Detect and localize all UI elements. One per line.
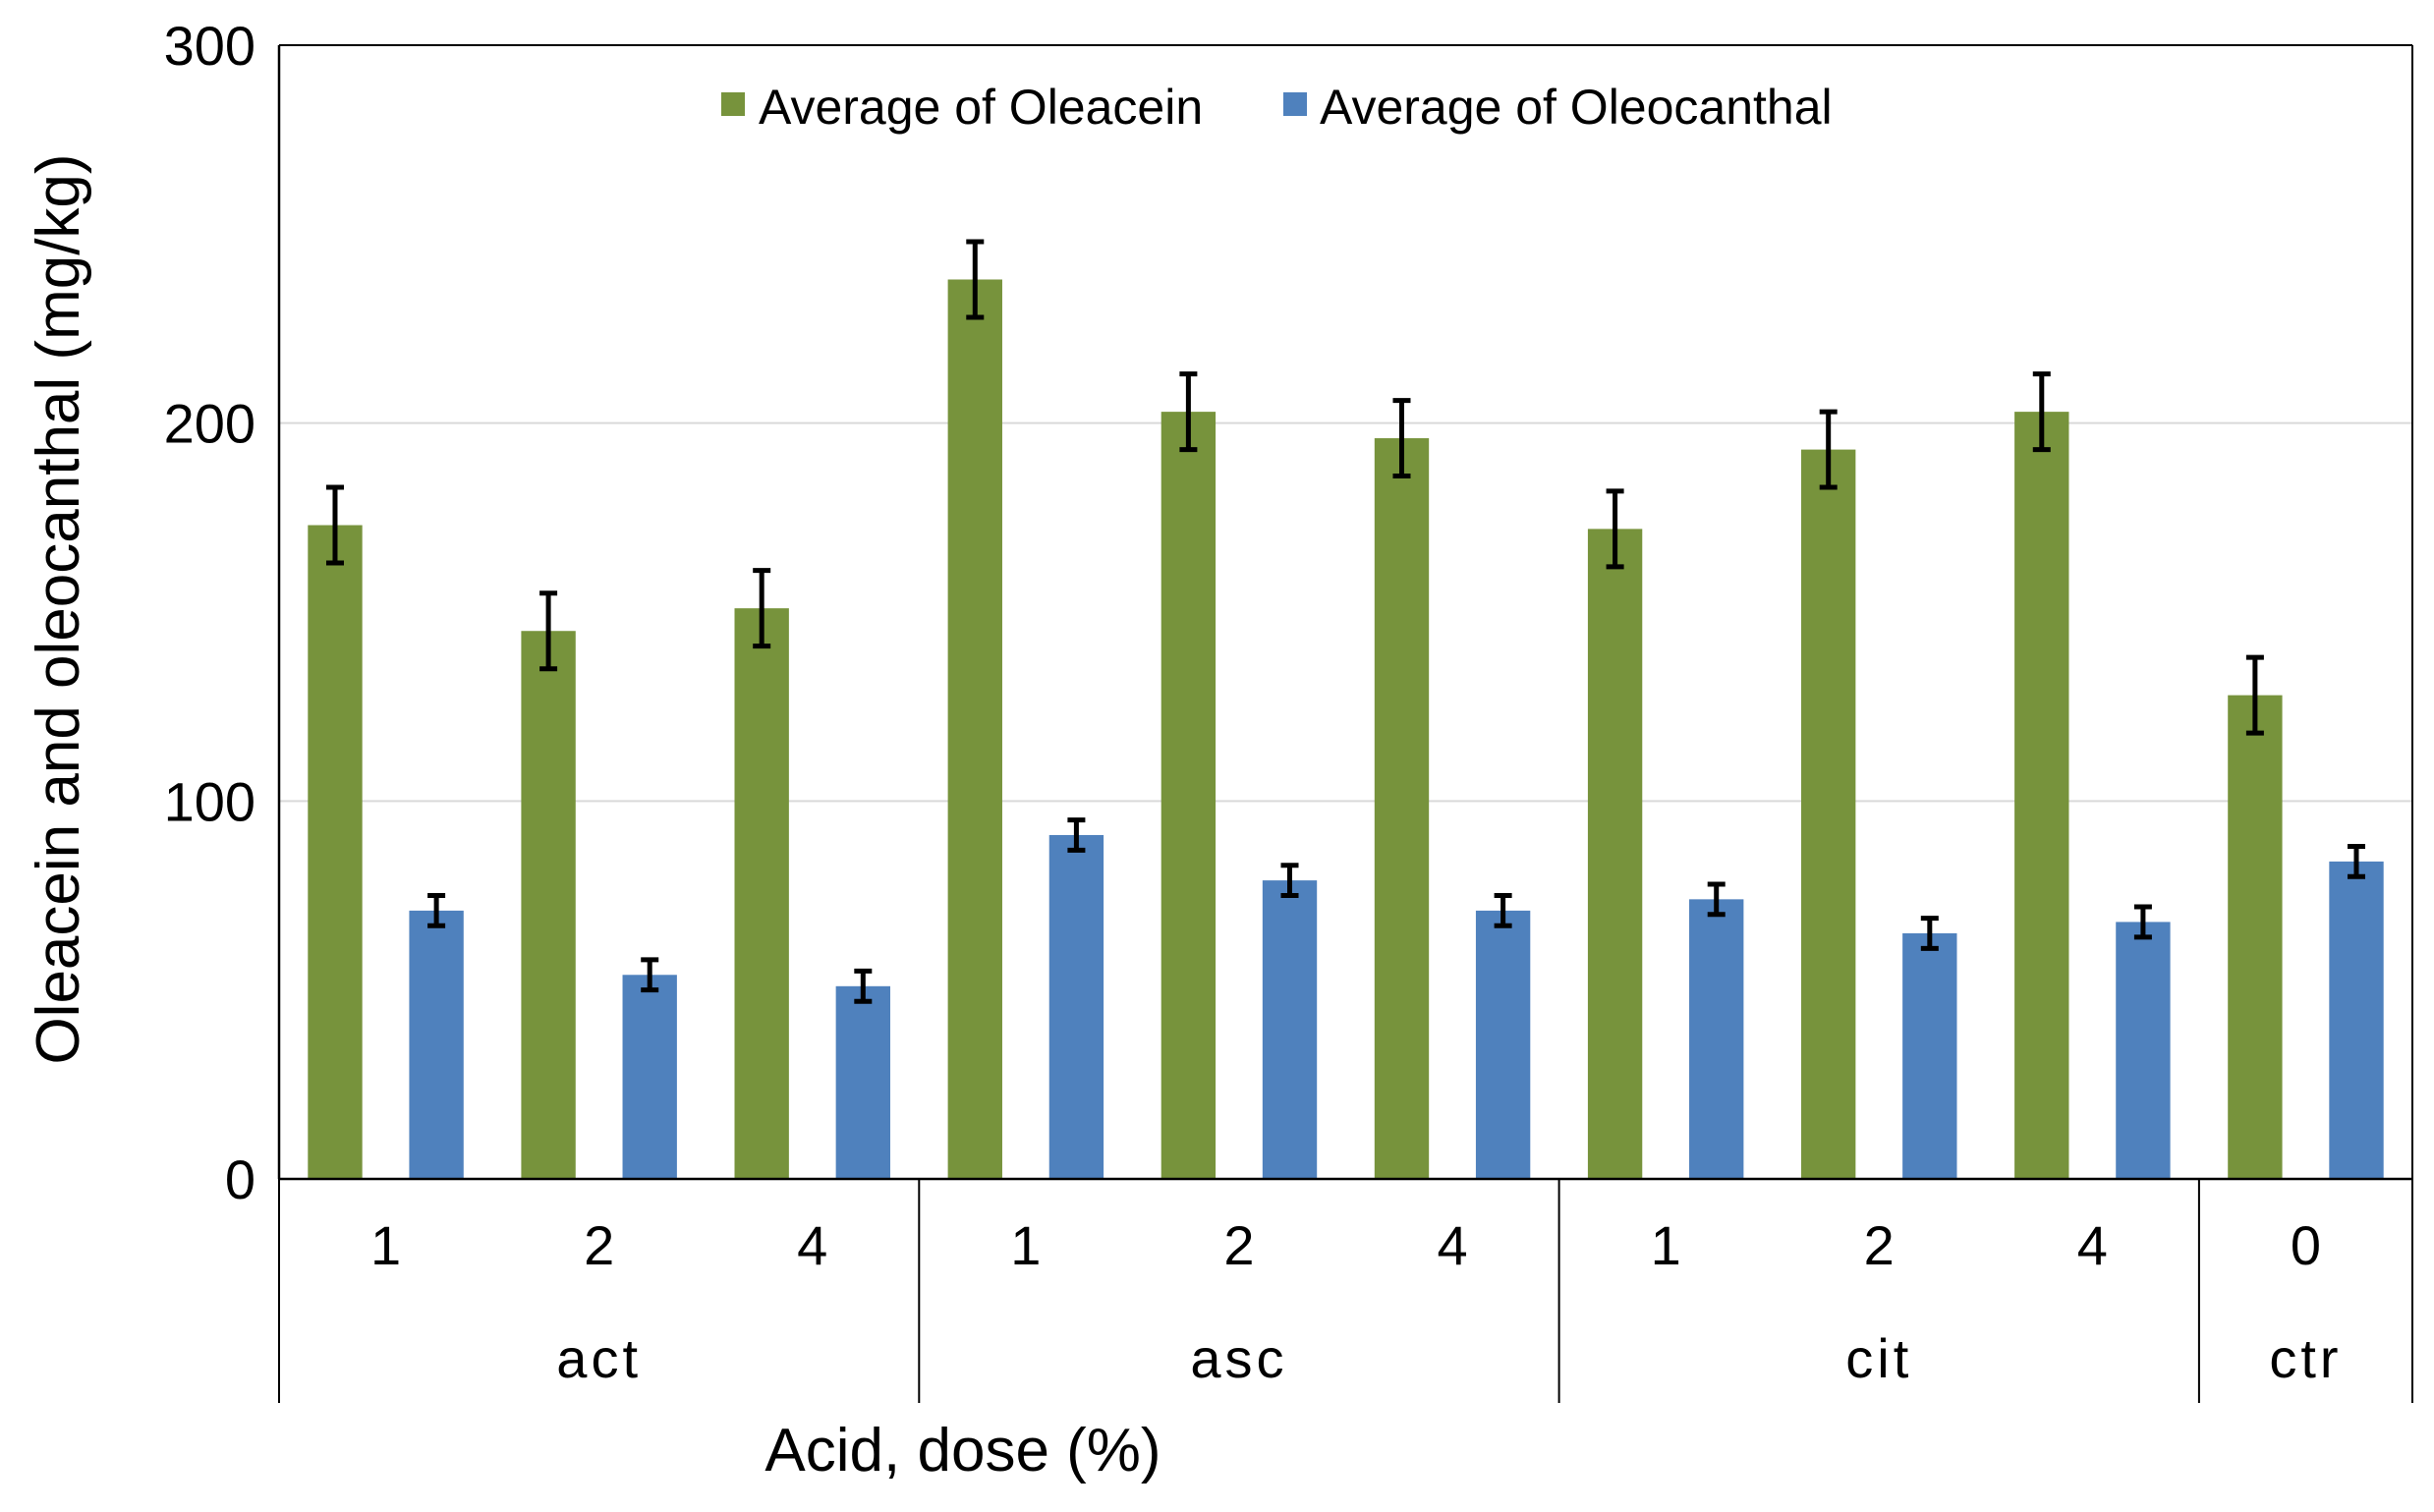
error-bar-oleacein-act-1	[325, 484, 344, 566]
bar-oleocanthal-cit-1	[1689, 899, 1744, 1179]
y-tick-label-0: 0	[225, 1148, 255, 1210]
legend-label-oleacein: Average of Oleacein	[759, 80, 1203, 135]
bar-oleacein-asc-2	[1160, 412, 1217, 1179]
bar-oleocanthal-cit-2	[1902, 932, 1957, 1179]
bar-oleacein-cit-1	[1587, 529, 1643, 1179]
error-bar-oleocanthal-cit-4	[2133, 904, 2152, 940]
bar-oleocanthal-act-4	[835, 985, 890, 1179]
bars	[308, 279, 2384, 1179]
y-tick-label-200: 200	[164, 393, 255, 455]
bar-oleacein-ctr-0	[2228, 695, 2283, 1179]
error-bar-oleacein-cit-2	[1819, 409, 1838, 490]
error-bar-oleacein-cit-4	[2032, 371, 2051, 453]
error-bar-oleacein-asc-4	[1392, 398, 1411, 479]
error-bar-oleocanthal-act-4	[854, 968, 873, 1004]
x-tick-label-act-4: 4	[797, 1214, 827, 1276]
error-bar-oleocanthal-act-2	[641, 957, 659, 993]
bar-oleacein-cit-2	[1801, 449, 1856, 1179]
x-tick-label-act-1: 1	[370, 1214, 401, 1276]
error-bar-oleocanthal-asc-1	[1067, 817, 1086, 853]
bar-oleacein-asc-1	[947, 279, 1002, 1179]
bar-oleocanthal-asc-1	[1048, 834, 1104, 1179]
group-label-cit: cit	[1845, 1327, 1912, 1389]
legend-label-oleocanthal: Average of Oleocanthal	[1320, 80, 1833, 135]
legend-swatch-oleacein	[721, 92, 745, 116]
error-bar-oleacein-act-4	[753, 568, 771, 649]
bar-oleacein-act-2	[521, 631, 576, 1179]
group-label-act: act	[556, 1327, 642, 1389]
bar-oleocanthal-cit-4	[2116, 922, 2171, 1179]
bar-oleacein-act-1	[308, 525, 363, 1179]
error-bar-oleocanthal-act-1	[427, 893, 446, 928]
bar-oleocanthal-act-1	[409, 910, 464, 1179]
error-bars	[325, 239, 2366, 1004]
error-bar-oleocanthal-asc-4	[1494, 893, 1512, 928]
group-label-ctr: ctr	[2269, 1327, 2342, 1389]
legend-swatch-oleocanthal	[1283, 92, 1307, 116]
error-bar-oleocanthal-asc-2	[1280, 863, 1299, 898]
error-bar-oleocanthal-cit-2	[1920, 916, 1939, 951]
x-tick-label-cit-1: 1	[1651, 1214, 1681, 1276]
x-tick-label-cit-4: 4	[2077, 1214, 2108, 1276]
error-bar-oleocanthal-ctr-0	[2348, 843, 2366, 879]
bar-oleacein-cit-4	[2014, 412, 2069, 1179]
error-bar-oleacein-asc-1	[966, 239, 985, 320]
error-bar-oleacein-asc-2	[1179, 371, 1198, 453]
group-label-asc: asc	[1190, 1327, 1287, 1389]
y-axis-title: Oleacein and oleocanthal (mg/kg)	[25, 153, 92, 1064]
bar-oleocanthal-act-2	[622, 975, 677, 1179]
x-tick-label-cit-2: 2	[1864, 1214, 1895, 1276]
x-tick-label-act-2: 2	[584, 1214, 614, 1276]
legend: Average of Oleacein Average of Oleocanth…	[721, 80, 1833, 135]
bar-oleocanthal-asc-4	[1475, 910, 1531, 1179]
bar-oleacein-act-4	[734, 608, 789, 1179]
y-tick-label-100: 100	[164, 770, 255, 832]
x-tick-label-asc-4: 4	[1437, 1214, 1467, 1276]
x-tick-label-asc-1: 1	[1010, 1214, 1041, 1276]
axis-labels: 0 100 200 300 1 2 4 1 2 4 1 2 4 0 act asc cit ctr	[164, 15, 2342, 1389]
y-tick-label-300: 300	[164, 15, 255, 77]
x-axis-title: Acid, dose (%)	[764, 1417, 1160, 1484]
x-tick-label-asc-2: 2	[1223, 1214, 1254, 1276]
error-bar-oleacein-ctr-0	[2245, 654, 2264, 736]
error-bar-oleacein-act-2	[539, 590, 558, 672]
error-bar-oleocanthal-cit-1	[1707, 881, 1726, 918]
axes	[277, 44, 2413, 1403]
bar-oleocanthal-ctr-0	[2329, 861, 2384, 1179]
bar-oleacein-asc-4	[1374, 438, 1430, 1179]
x-tick-label-ctr-0: 0	[2291, 1214, 2321, 1276]
error-bar-oleacein-cit-1	[1606, 488, 1624, 570]
bar-oleocanthal-asc-2	[1262, 880, 1318, 1179]
gridlines	[279, 44, 2412, 803]
